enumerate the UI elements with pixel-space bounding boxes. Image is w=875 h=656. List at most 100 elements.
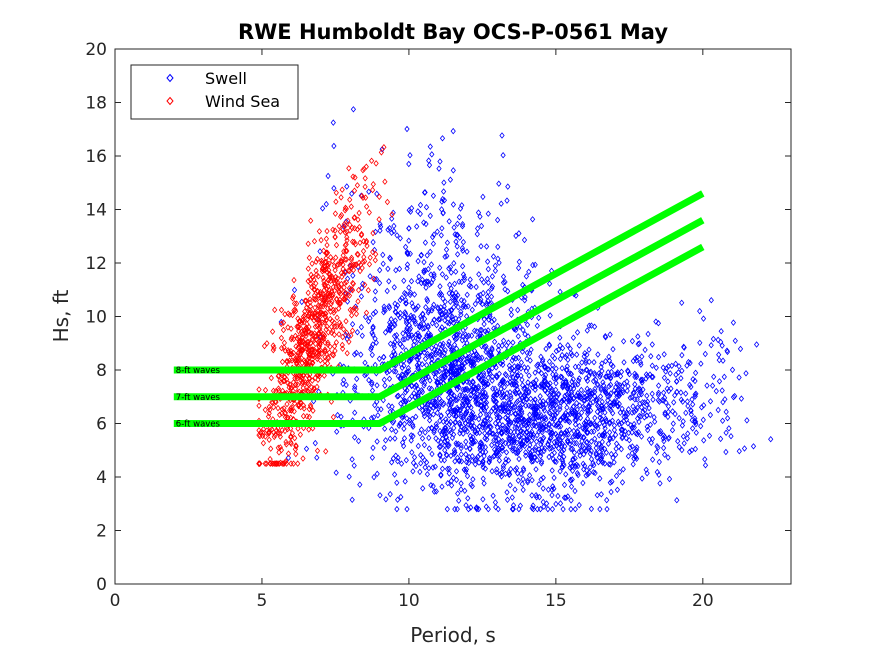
swell-point bbox=[517, 437, 524, 444]
swell-point bbox=[559, 351, 565, 359]
swell-point bbox=[433, 348, 439, 356]
swell-point bbox=[648, 439, 654, 447]
swell-point bbox=[604, 496, 610, 504]
swell-point bbox=[529, 504, 535, 512]
swell-point bbox=[552, 355, 558, 362]
wind-sea-point bbox=[356, 209, 362, 217]
swell-point bbox=[613, 445, 619, 453]
swell-point bbox=[563, 471, 569, 478]
legend-label-wind-sea: Wind Sea bbox=[205, 92, 280, 111]
swell-point bbox=[634, 396, 640, 403]
swell-point bbox=[493, 411, 500, 418]
swell-point bbox=[331, 184, 337, 192]
swell-point bbox=[649, 456, 656, 463]
swell-point bbox=[387, 340, 394, 348]
swell-point bbox=[426, 412, 433, 420]
swell-point bbox=[516, 389, 522, 397]
swell-point bbox=[506, 434, 512, 442]
swell-point bbox=[466, 354, 472, 362]
swell-point bbox=[606, 460, 612, 468]
swell-point bbox=[391, 332, 398, 340]
swell-point bbox=[630, 461, 636, 468]
wind-sea-point bbox=[315, 347, 322, 354]
wind-sea-point bbox=[333, 283, 339, 291]
swell-point bbox=[630, 389, 636, 397]
swell-point bbox=[444, 441, 451, 448]
swell-point bbox=[369, 454, 376, 461]
swell-point bbox=[407, 291, 413, 299]
swell-point bbox=[579, 359, 585, 366]
swell-point bbox=[492, 267, 499, 275]
swell-point bbox=[524, 437, 530, 444]
swell-point bbox=[557, 405, 563, 413]
wind-sea-point bbox=[312, 286, 318, 293]
swell-point bbox=[462, 336, 469, 344]
swell-point bbox=[570, 455, 576, 463]
swell-point bbox=[486, 454, 493, 462]
swell-point bbox=[453, 363, 459, 371]
swell-point bbox=[647, 371, 653, 378]
swell-point bbox=[489, 373, 496, 380]
swell-point bbox=[502, 459, 509, 466]
wind-sea-point bbox=[272, 431, 278, 439]
swell-point bbox=[568, 497, 574, 504]
swell-point bbox=[523, 449, 529, 456]
swell-point bbox=[665, 454, 671, 461]
wind-sea-point bbox=[306, 328, 312, 336]
wind-sea-point bbox=[378, 149, 385, 156]
wind-sea-point bbox=[321, 296, 327, 304]
swell-point bbox=[491, 316, 497, 324]
swell-point bbox=[408, 312, 414, 319]
swell-point bbox=[394, 336, 400, 344]
swell-point bbox=[514, 439, 520, 446]
swell-point bbox=[513, 232, 519, 240]
swell-point bbox=[602, 357, 609, 365]
wind-sea-point bbox=[339, 341, 345, 349]
swell-point bbox=[602, 387, 608, 395]
swell-point bbox=[572, 421, 579, 428]
swell-point bbox=[500, 273, 507, 280]
swell-point bbox=[511, 439, 517, 446]
swell-point bbox=[614, 402, 621, 409]
swell-point bbox=[491, 436, 497, 444]
swell-point bbox=[602, 460, 608, 467]
swell-point bbox=[446, 412, 452, 419]
swell-point bbox=[536, 314, 542, 322]
swell-point bbox=[376, 279, 383, 287]
swell-point bbox=[565, 356, 571, 364]
swell-point bbox=[572, 505, 578, 513]
swell-point bbox=[655, 389, 662, 397]
wind-sea-point bbox=[307, 402, 314, 409]
swell-point bbox=[599, 452, 606, 459]
swell-point bbox=[453, 289, 459, 297]
swell-point bbox=[528, 395, 534, 403]
swell-point bbox=[578, 386, 584, 394]
swell-point bbox=[581, 353, 587, 360]
swell-point bbox=[588, 368, 594, 376]
swell-point bbox=[551, 375, 557, 382]
swell-point bbox=[527, 411, 533, 419]
swell-point bbox=[454, 251, 461, 258]
swell-point bbox=[623, 416, 630, 423]
swell-point bbox=[576, 501, 582, 509]
wind-sea-point bbox=[351, 261, 357, 268]
wind-sea-point bbox=[340, 295, 347, 303]
swell-point bbox=[424, 252, 430, 259]
swell-point bbox=[508, 465, 514, 473]
wind-sea-point bbox=[321, 372, 327, 379]
wind-sea-point bbox=[300, 316, 306, 324]
swell-point bbox=[631, 420, 637, 428]
swell-point bbox=[639, 353, 645, 360]
swell-point bbox=[504, 489, 510, 496]
swell-point bbox=[398, 493, 404, 501]
swell-point bbox=[463, 426, 469, 433]
swell-point bbox=[424, 278, 430, 285]
wind-sea-point bbox=[274, 460, 280, 467]
wind-sea-point bbox=[322, 310, 328, 317]
swell-point bbox=[557, 355, 564, 363]
swell-point bbox=[521, 421, 527, 429]
swell-point bbox=[592, 422, 598, 429]
wind-sea-point bbox=[270, 403, 277, 411]
wind-sea-point bbox=[344, 234, 350, 241]
swell-point bbox=[556, 423, 562, 430]
